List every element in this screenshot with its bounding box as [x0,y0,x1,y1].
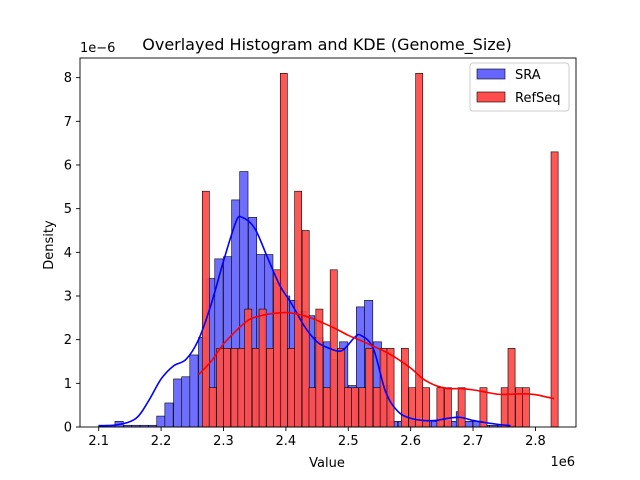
refseq-histogram-bar [273,269,281,428]
refseq-histogram-bar [315,308,324,428]
y-axis-label: Density [42,220,57,270]
refseq-histogram-bar [457,387,466,428]
y-tick-label: 0 [64,421,72,436]
refseq-histogram-bar [386,348,395,428]
y-tick-label: 6 [64,158,72,173]
x-tick-label: 2.5 [338,434,359,449]
refseq-histogram-bar [279,72,288,428]
refseq-kde-line [197,311,555,400]
sra-kde-line [98,215,511,427]
axes: 2.1 2.2 2.3 2.4 2.5 2.6 2.7 2.8 0 1 2 3 4 5 6 7 8 [64,57,577,449]
refseq-histogram-bar [550,151,559,428]
sra-histogram-bar [464,421,473,428]
refseq-histogram-bar [266,348,274,428]
plot-frame [79,57,577,428]
refseq-histogram-bar [323,387,331,428]
legend-label-sra: SRA [515,68,541,83]
refseq-histogram-bar [251,348,260,428]
x-tick-label: 2.1 [88,434,109,449]
refseq-histogram-bar [294,190,303,428]
refseq-histogram-bar [408,387,417,428]
x-tick-label: 2.7 [463,434,484,449]
y-tick-label: 2 [64,333,72,348]
y-tick-label: 4 [64,246,72,261]
refseq-histogram-bar [444,387,452,428]
x-tick-label: 2.2 [151,434,172,449]
x-tick-label: 2.6 [400,434,421,449]
y-tick-label: 1 [64,377,72,392]
y-tick-label: 8 [64,71,72,86]
y-tick-label: 7 [64,115,72,130]
refseq-histogram-bar [351,387,359,428]
legend-swatch-refseq [476,91,506,103]
refseq-histogram-bar [365,348,374,428]
refseq-histogram-bar [308,387,317,428]
refseq-histogram-bar [208,387,217,428]
refseq-histogram-bar [201,190,210,428]
kde-curves [98,215,555,427]
refseq-histogram-bar [436,387,445,428]
x-tick-label: 2.4 [276,434,297,449]
refseq-histogram-bar [344,387,352,428]
refseq-histogram-bar [507,348,516,428]
refseq-histogram-bar [372,387,381,428]
refseq-histogram-bar [223,348,231,428]
refseq-histogram-bar [230,348,239,428]
refseq-histogram-bar [237,348,246,428]
sra-histogram-bar [189,354,199,428]
x-axis-label: Value [309,456,345,471]
refseq-histogram-bar [287,348,296,428]
sra-histogram-bar [164,402,174,428]
legend-swatch-sra [476,68,506,80]
refseq-histogram-bar [258,308,267,428]
x-tick-label: 2.3 [213,434,234,449]
refseq-histogram-bar [216,348,225,428]
chart-title: Overlayed Histogram and KDE (Genome_Size… [142,35,512,55]
legend-label-refseq: RefSeq [515,91,561,106]
y-tick-label: 3 [64,289,72,304]
sra-histogram-bar [181,376,191,428]
sra-histogram-bar [173,378,183,428]
y-offset-label: 1e−6 [80,41,115,56]
refseq-histogram-bar [244,308,253,428]
histogram-bars [98,72,559,428]
sra-histogram-bar [156,415,166,428]
x-tick-label: 2.8 [525,434,546,449]
y-tick-label: 5 [64,202,72,217]
refseq-histogram-bar [337,348,346,428]
legend: SRA RefSeq [469,62,570,112]
refseq-histogram-bar [358,387,367,428]
x-offset-label: 1e6 [550,455,575,470]
